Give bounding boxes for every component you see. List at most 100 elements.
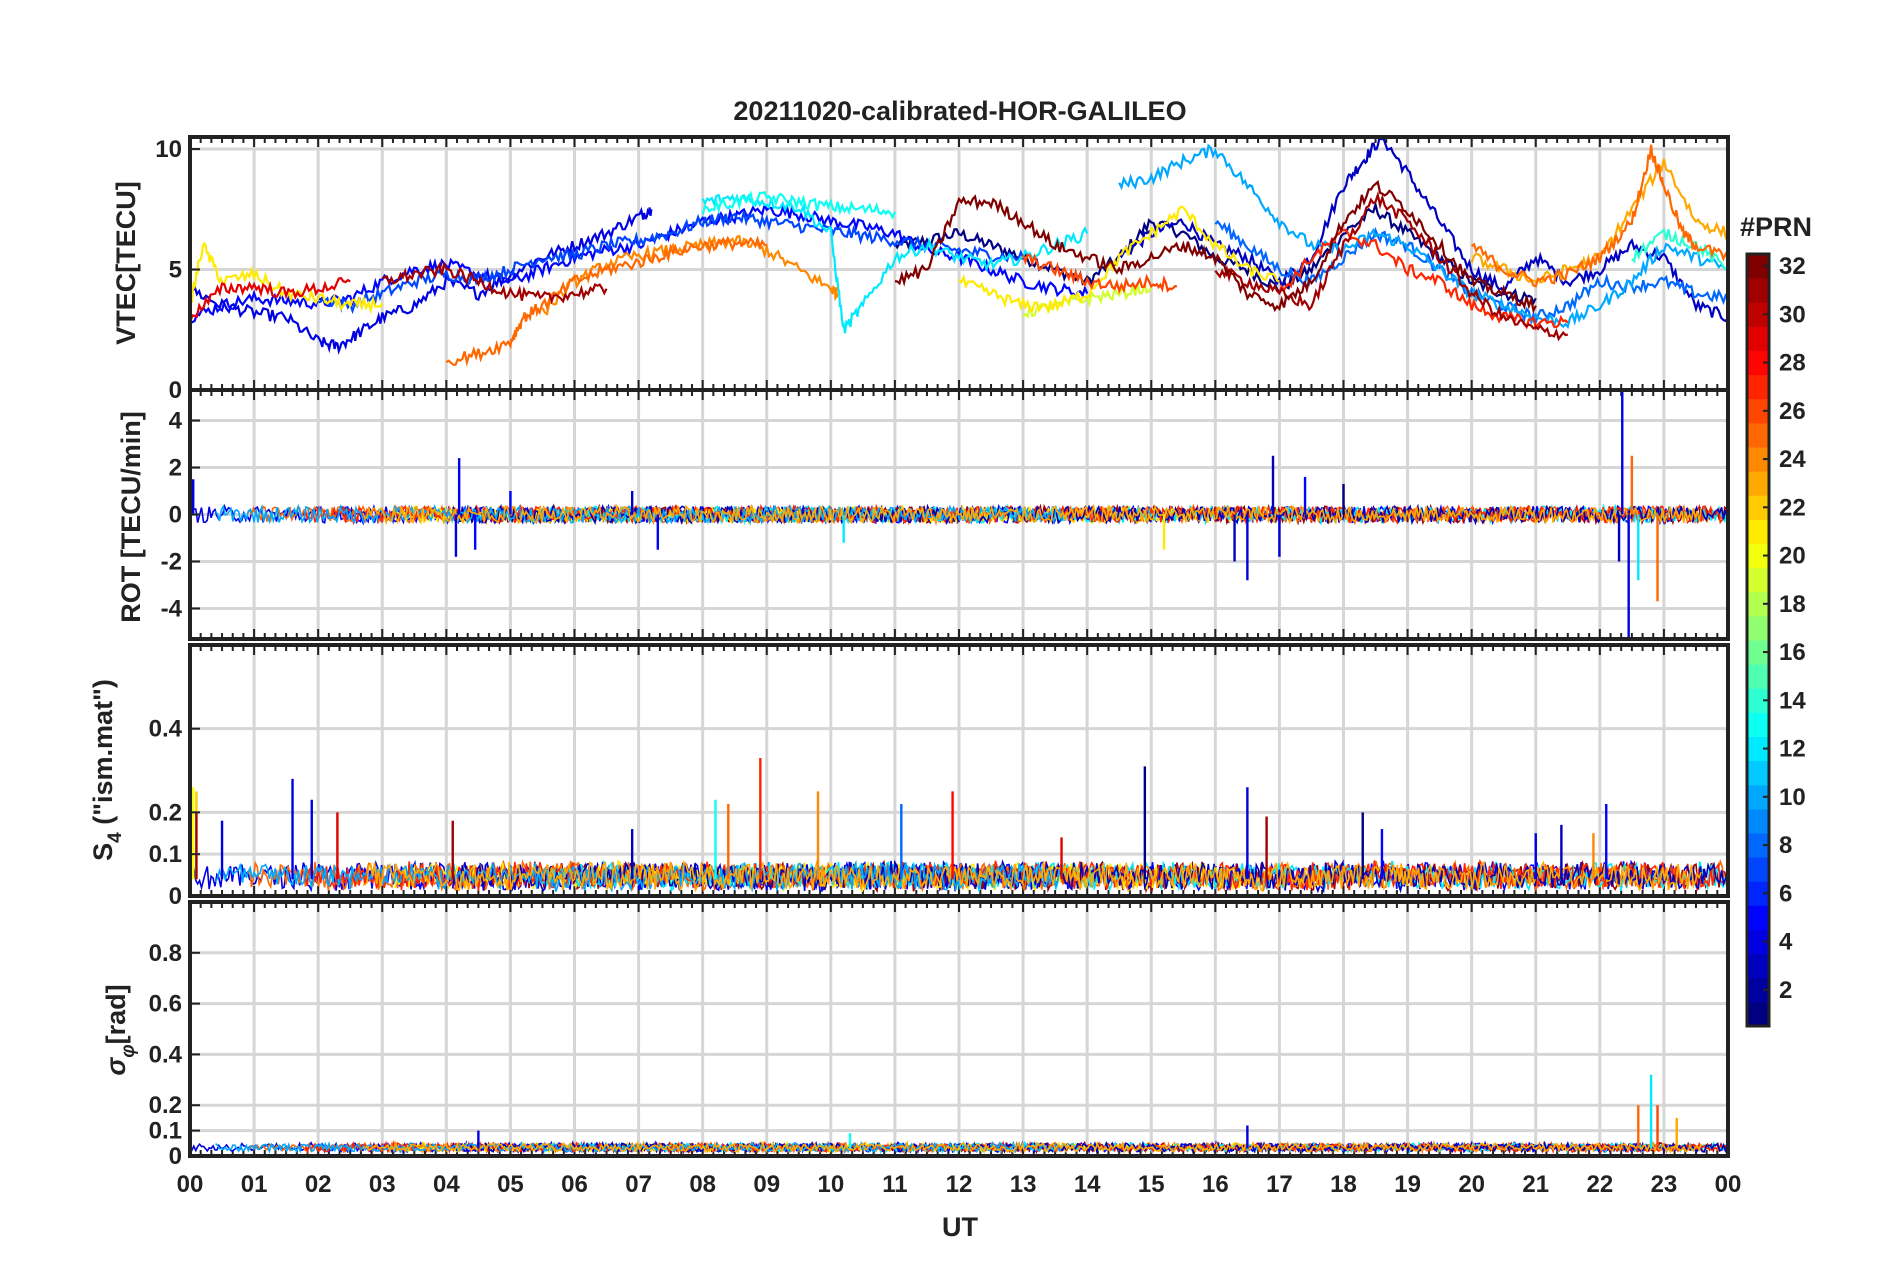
x-tick-label: 18 [1330, 1171, 1357, 1198]
vtec-series-prn-14 [1631, 227, 1729, 271]
vtec-y-tick-label: 5 [169, 257, 182, 284]
colorbar-gradient [1747, 254, 1769, 1027]
rot-y-tick-label: -4 [161, 595, 183, 622]
vtec-series-prn-10 [1118, 143, 1729, 330]
rot-y-ticks: -4 -2 0 2 4 [161, 408, 200, 622]
rot-series [189, 392, 1729, 637]
x-axis-label: UT [942, 1212, 978, 1242]
vtec-series-prn-21 [958, 205, 1280, 313]
colorbar-label: #PRN [1740, 212, 1812, 242]
sigma-phi-y-tick-label: 0 [169, 1143, 182, 1170]
sigma-phi-y-ticks: 00.10.2 0.4 0.6 0.8 [149, 940, 200, 1170]
colorbar-cell [1747, 833, 1769, 858]
colorbar-cell [1747, 374, 1769, 400]
s4-y-tick-label: 0.4 [149, 716, 183, 743]
colorbar-frame [1745, 252, 1771, 1028]
x-tick-label: 05 [497, 1171, 524, 1198]
x-tick-label: 10 [817, 1171, 844, 1198]
colorbar-cell [1747, 857, 1769, 882]
colorbar-tick-label: 14 [1779, 687, 1806, 714]
rot-series-prn-23 [362, 503, 1702, 526]
rot-y-tick-label: -2 [161, 548, 182, 575]
vtec-y-tick-label: 10 [155, 136, 182, 163]
x-tick-label: 08 [689, 1171, 716, 1198]
x-tick-label: 02 [305, 1171, 332, 1198]
s4-axes-box [188, 643, 1730, 898]
colorbar-tick-label: 6 [1779, 880, 1792, 907]
s4-y-tick-label: 0.1 [149, 841, 182, 868]
colorbar-tick-label: 32 [1779, 253, 1806, 280]
vtec-series-prn-25 [1471, 144, 1729, 288]
colorbar-cell [1747, 808, 1769, 834]
x-tick-label: 03 [369, 1171, 396, 1198]
colorbar-cell [1747, 784, 1769, 810]
x-tick-label: 07 [625, 1171, 652, 1198]
colorbar-cell [1747, 350, 1769, 376]
x-tick-label: 00 [1715, 1171, 1742, 1198]
colorbar-tick-label: 2 [1779, 977, 1792, 1004]
sigma-phi-series-prn-23 [362, 1140, 1702, 1155]
vtec-y-label: VTEC[TECU] [111, 181, 141, 345]
rot-series-prn-3 [452, 503, 1729, 526]
sigma-phi-series-prn-3 [452, 1140, 1729, 1155]
vtec-grid [189, 137, 1729, 392]
sigma-phi-series [189, 1074, 1729, 1156]
sigma-phi-y-tick-label: 0.4 [149, 1041, 183, 1068]
vtec-series-prn-31 [381, 260, 608, 305]
colorbar-cell [1747, 760, 1769, 786]
colorbar-cell [1747, 712, 1769, 737]
s4-series-prn-23 [362, 860, 1702, 893]
vtec-series-prn-13 [701, 190, 896, 220]
s4-y-label: S4 ("ism.mat") [88, 679, 126, 861]
rot-y-label: ROT [TECU/min] [116, 411, 146, 622]
x-tick-label: 17 [1266, 1171, 1293, 1198]
vtec-panel: 0 5 10 VTEC[TECU] [111, 135, 1730, 404]
colorbar-tick-label: 26 [1779, 398, 1806, 425]
s4-series [189, 757, 1729, 894]
vtec-series-prn-31 [1214, 190, 1569, 342]
colorbar-tick-label: 18 [1779, 591, 1806, 618]
colorbar-cell [1747, 278, 1769, 303]
colorbar-cell [1747, 736, 1769, 762]
sigma-phi-y-tick-label: 0.2 [149, 1092, 182, 1119]
colorbar-cell [1747, 447, 1769, 472]
colorbar-cell [1747, 977, 1769, 1003]
colorbar-cell [1747, 567, 1769, 593]
colorbar-cell [1747, 953, 1769, 979]
s4-grid [189, 645, 1729, 898]
colorbar-cell [1747, 254, 1769, 279]
colorbar-cell [1747, 688, 1769, 713]
vtec-series-prn-12 [701, 193, 1089, 334]
rot-axes-box [188, 388, 1730, 641]
colorbar-cell [1747, 905, 1769, 930]
vtec-series-prn-27 [1278, 228, 1569, 331]
colorbar-cell [1747, 471, 1769, 496]
vtec-series-prn-32 [894, 179, 1537, 314]
vtec-series-prn-29 [188, 277, 351, 324]
x-tick-label: 01 [241, 1171, 268, 1198]
x-tick-label: 00 [177, 1171, 204, 1198]
vtec-y-tick-label: 0 [169, 377, 182, 404]
rot-y-tick-label: 0 [169, 502, 182, 529]
colorbar-tick-label: 4 [1779, 929, 1793, 956]
x-tick-label: 06 [561, 1171, 588, 1198]
vtec-series-prn-8 [1214, 219, 1729, 326]
s4-y-tick-label: 0 [169, 883, 182, 910]
colorbar-cell [1747, 1001, 1769, 1027]
s4-y-tick-label: 0.2 [149, 799, 182, 826]
sigma-phi-y-tick-label: 0.1 [149, 1118, 182, 1145]
x-tick-label: 09 [753, 1171, 780, 1198]
sigma-phi-axes-box [188, 900, 1730, 1158]
chart-title: 20211020-calibrated-HOR-GALILEO [733, 96, 1186, 126]
colorbar-cell [1747, 422, 1769, 448]
colorbar-cell [1747, 664, 1769, 689]
rot-panel: -4 -2 0 2 4 ROT [TECU/min] [116, 388, 1730, 641]
vtec-series-prn-21 [188, 241, 384, 315]
colorbar-cell [1747, 326, 1769, 351]
colorbar-cell [1747, 302, 1769, 327]
x-tick-label: 23 [1651, 1171, 1678, 1198]
colorbar-cell [1747, 543, 1769, 569]
x-tick-label: 14 [1074, 1171, 1101, 1198]
vtec-series-prn-25 [445, 235, 767, 367]
